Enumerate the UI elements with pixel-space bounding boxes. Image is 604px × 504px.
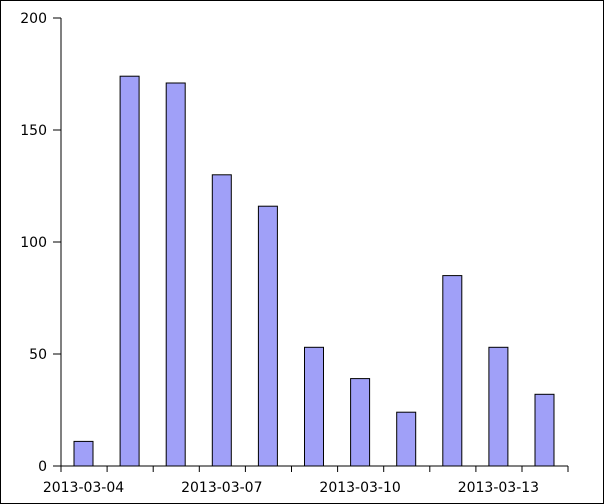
bar-2013-03-09 xyxy=(304,346,324,467)
bar-2013-03-05 xyxy=(119,75,140,467)
y-tick-label: 200 xyxy=(20,11,47,27)
bar-2013-03-13 xyxy=(488,346,509,467)
bar-2013-03-04 xyxy=(73,440,94,467)
y-tick-label: 100 xyxy=(20,235,47,251)
x-tick-label: 2013-03-04 xyxy=(43,480,124,496)
bars-layer xyxy=(73,75,555,467)
y-tick-label: 0 xyxy=(38,459,47,475)
bar-2013-03-10 xyxy=(350,378,371,467)
x-tick-label: 2013-03-13 xyxy=(458,480,539,496)
x-tick-label: 2013-03-10 xyxy=(319,480,400,496)
bar-2013-03-11 xyxy=(396,411,417,467)
x-ticks-layer: 2013-03-04 2013-03-07 2013-03-10 2013-03-13 xyxy=(43,466,569,496)
y-ticks-layer: 0 50 100 150 200 xyxy=(20,11,61,475)
bar-2013-03-12 xyxy=(442,275,463,467)
bar-2013-03-06 xyxy=(165,82,186,467)
x-tick-label: 2013-03-07 xyxy=(181,480,262,496)
y-tick-label: 150 xyxy=(20,123,47,139)
bar-2013-03-07 xyxy=(211,174,232,467)
y-tick-label: 50 xyxy=(29,347,47,363)
bar-2013-03-14 xyxy=(534,393,555,467)
bar-2013-03-08 xyxy=(257,205,278,467)
